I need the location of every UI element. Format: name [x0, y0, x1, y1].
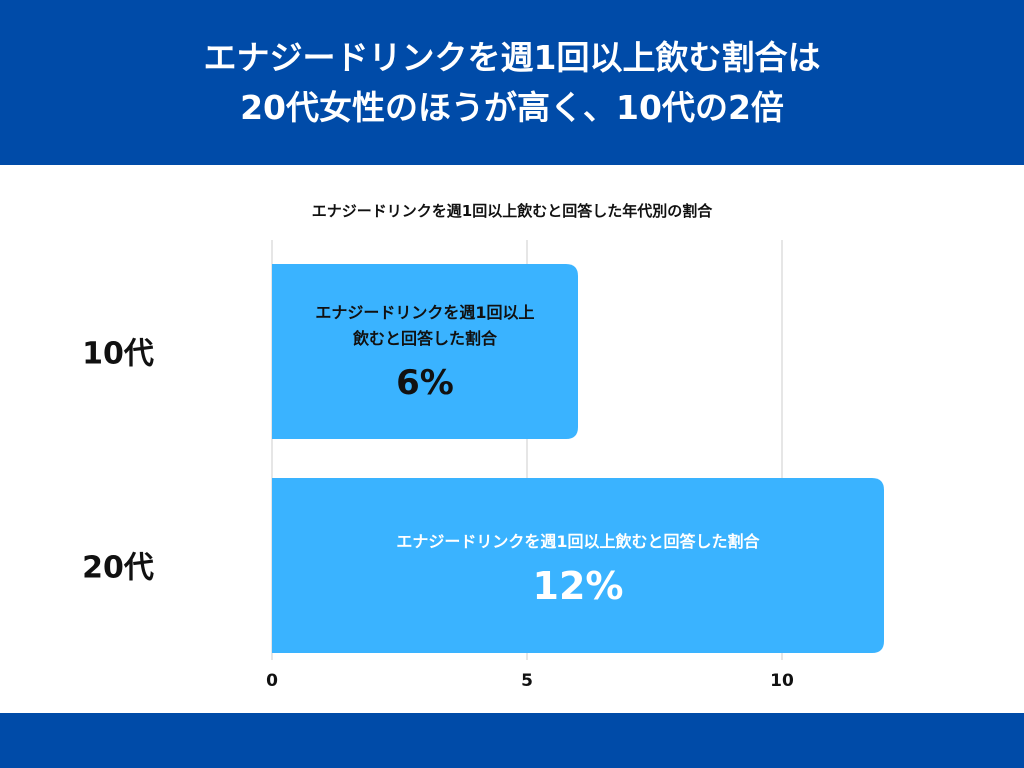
bar-series-label: エナジードリンクを週1回以上飲むと回答した割合 — [396, 532, 760, 551]
header-banner: エナジードリンクを週1回以上飲む割合は 20代女性のほうが高く、10代の2倍 — [0, 0, 1024, 165]
data-label: 6% — [396, 363, 454, 403]
bar-series-label: エナジードリンクを週1回以上 — [315, 303, 534, 322]
category-label: 20代 — [82, 551, 154, 586]
chart-title: エナジードリンクを週1回以上飲むと回答した年代別の割合 — [311, 202, 713, 220]
page-title-line-2: 20代女性のほうが高く、10代の2倍 — [240, 87, 784, 127]
x-tick-label: 5 — [521, 671, 533, 691]
page-title-line-1: エナジードリンクを週1回以上飲む割合は — [203, 37, 821, 77]
x-tick-label: 10 — [770, 671, 794, 691]
x-tick-label: 0 — [266, 671, 278, 691]
data-label: 12% — [533, 564, 624, 608]
bar — [272, 478, 884, 653]
bar-series-label: 飲むと回答した割合 — [352, 329, 498, 348]
bar — [272, 264, 578, 439]
footer-banner — [0, 713, 1024, 768]
category-label: 10代 — [82, 337, 154, 372]
